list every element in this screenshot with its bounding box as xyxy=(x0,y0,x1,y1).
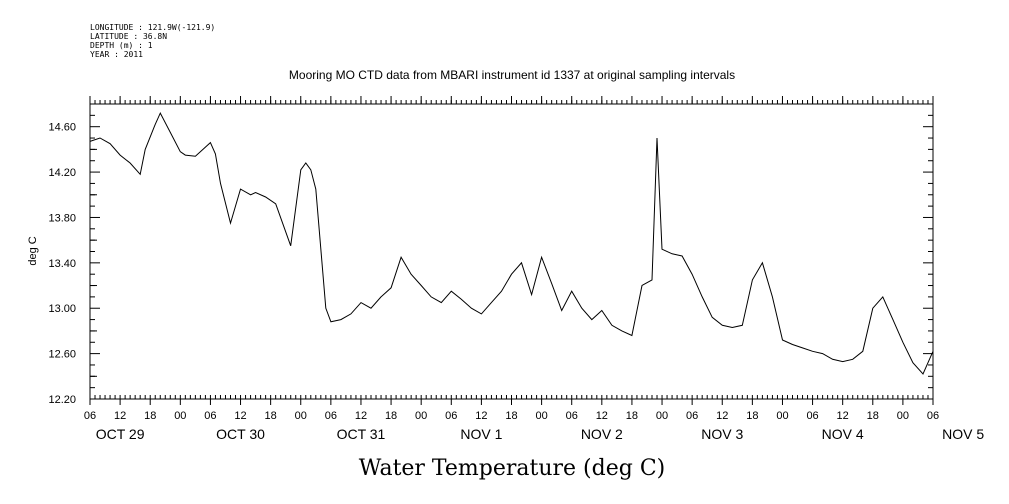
y-axis-label: deg C xyxy=(27,236,39,265)
x-hour-label: 12 xyxy=(837,410,849,422)
x-hour-label: 18 xyxy=(144,410,156,422)
x-hour-label: 12 xyxy=(234,410,246,422)
x-hour-label: 18 xyxy=(626,410,638,422)
x-date-label: OCT 30 xyxy=(216,426,265,442)
year-label: YEAR : 2011 xyxy=(90,50,143,59)
x-date-label: NOV 1 xyxy=(460,426,502,442)
x-hour-label: 18 xyxy=(505,410,517,422)
x-hour-label: 06 xyxy=(566,410,578,422)
header-block: LONGITUDE : 121.9W(-121.9) LATITUDE : 36… xyxy=(90,23,215,59)
chart-title: Mooring MO CTD data from MBARI instrumen… xyxy=(289,68,735,82)
x-hour-label: 00 xyxy=(535,410,547,422)
longitude-label: LONGITUDE : 121.9W(-121.9) xyxy=(90,23,215,32)
x-hour-label: 06 xyxy=(204,410,216,422)
y-tick-label: 12.20 xyxy=(48,394,76,406)
x-hour-label: 18 xyxy=(867,410,879,422)
y-tick-label: 13.00 xyxy=(48,303,76,315)
x-hour-label: 00 xyxy=(897,410,909,422)
x-hour-label: 06 xyxy=(806,410,818,422)
x-hour-label: 12 xyxy=(114,410,126,422)
x-date-label: OCT 29 xyxy=(96,426,145,442)
x-hour-label: 18 xyxy=(746,410,758,422)
y-tick-label: 14.60 xyxy=(48,122,76,134)
x-hour-label: 12 xyxy=(475,410,487,422)
x-axis-title: Water Temperature (deg C) xyxy=(359,456,666,481)
x-hour-label: 18 xyxy=(385,410,397,422)
x-hour-label: 06 xyxy=(325,410,337,422)
x-hour-label: 00 xyxy=(174,410,186,422)
y-axis-ticks xyxy=(90,103,933,400)
x-hour-label: 18 xyxy=(265,410,277,422)
x-hour-label: 06 xyxy=(84,410,96,422)
x-hour-label: 00 xyxy=(415,410,427,422)
y-axis-tick-labels: 14.60 14.20 13.80 13.40 13.00 12.60 12.20 xyxy=(48,122,76,406)
x-hour-label: 12 xyxy=(355,410,367,422)
x-hour-label: 00 xyxy=(656,410,668,422)
plot-frame xyxy=(89,103,934,400)
y-tick-label: 12.60 xyxy=(48,349,76,361)
x-hour-label: 06 xyxy=(686,410,698,422)
x-axis-date-labels: OCT 29 OCT 30 OCT 31 NOV 1 NOV 2 NOV 3 NOV 4 NO… xyxy=(96,426,985,442)
x-axis-ticks xyxy=(89,96,934,405)
x-hour-label: 06 xyxy=(927,410,939,422)
x-hour-label: 12 xyxy=(716,410,728,422)
x-hour-label: 06 xyxy=(445,410,457,422)
y-tick-label: 14.20 xyxy=(48,167,76,179)
x-hour-label: 12 xyxy=(596,410,608,422)
series-line-water-temperature xyxy=(89,111,934,375)
y-tick-label: 13.80 xyxy=(48,212,76,224)
x-date-label: NOV 2 xyxy=(581,426,623,442)
x-date-label: NOV 5 xyxy=(942,426,984,442)
depth-label: DEPTH (m) : 1 xyxy=(90,41,153,50)
x-axis-hour-labels: 06 12 18 00 06 12 18 00 06 12 18 00 06 12 18 00 06 12 18 00… xyxy=(84,410,939,422)
x-hour-label: 00 xyxy=(776,410,788,422)
x-hour-label: 00 xyxy=(295,410,307,422)
minor-ticks xyxy=(94,100,929,399)
y-tick-label: 13.40 xyxy=(48,258,76,270)
x-date-label: NOV 3 xyxy=(701,426,743,442)
x-date-label: OCT 31 xyxy=(337,426,386,442)
latitude-label: LATITUDE : 36.8N xyxy=(90,32,167,41)
x-date-label: NOV 4 xyxy=(822,426,864,442)
